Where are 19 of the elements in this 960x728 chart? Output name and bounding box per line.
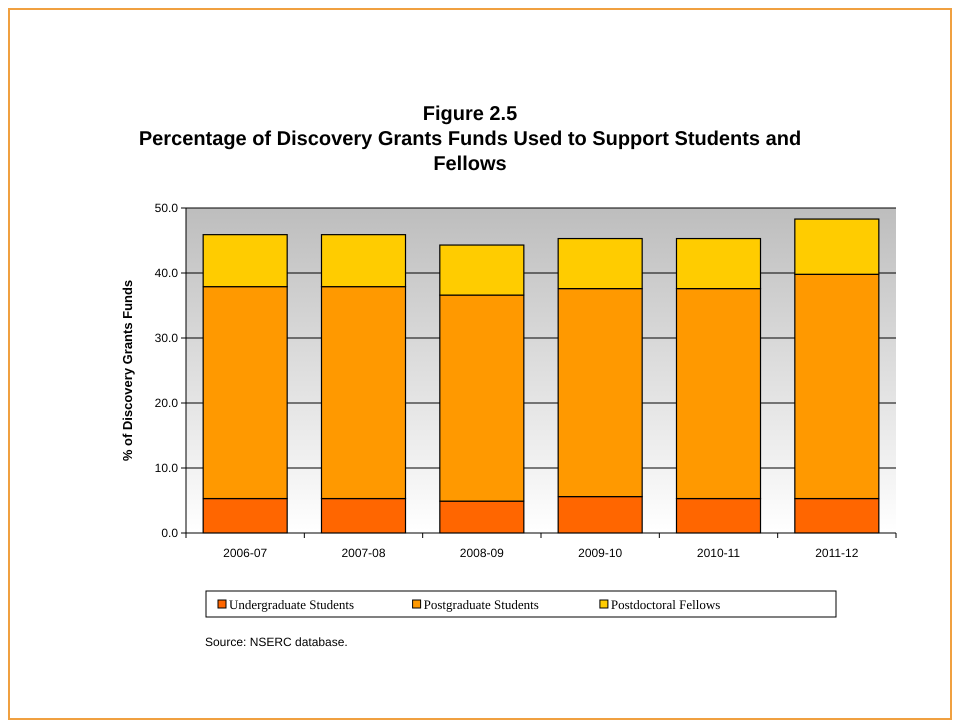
y-tick-label: 10.0 — [154, 461, 178, 475]
y-axis-title: % of Discovery Grants Funds — [120, 280, 135, 462]
x-tick-label: 2011-12 — [815, 546, 859, 560]
y-tick-label: 50.0 — [154, 201, 178, 215]
x-tick-label: 2009-10 — [578, 546, 623, 560]
legend-label: Postgraduate Students — [424, 597, 539, 612]
chart-title: Figure 2.5 — [422, 103, 518, 125]
x-tick-label: 2010-11 — [696, 546, 740, 560]
chart-subtitle: Percentage of Discovery Grants Funds Used to Support Students and Fellows — [138, 128, 802, 175]
legend-label: Postdoctoral Fellows — [610, 597, 720, 612]
y-tick-label: 40.0 — [154, 266, 178, 280]
y-tick-label: 30.0 — [154, 331, 178, 345]
y-tick-label: 0.0 — [161, 526, 178, 540]
x-tick-label: 2006-07 — [223, 546, 268, 560]
legend-label: Undergraduate Students — [229, 597, 354, 612]
x-tick-label: 2008-09 — [460, 546, 504, 560]
y-tick-label: 20.0 — [154, 396, 178, 410]
x-tick-label: 2007-08 — [341, 546, 386, 560]
source-note: Source: NSERC database. — [205, 635, 348, 649]
